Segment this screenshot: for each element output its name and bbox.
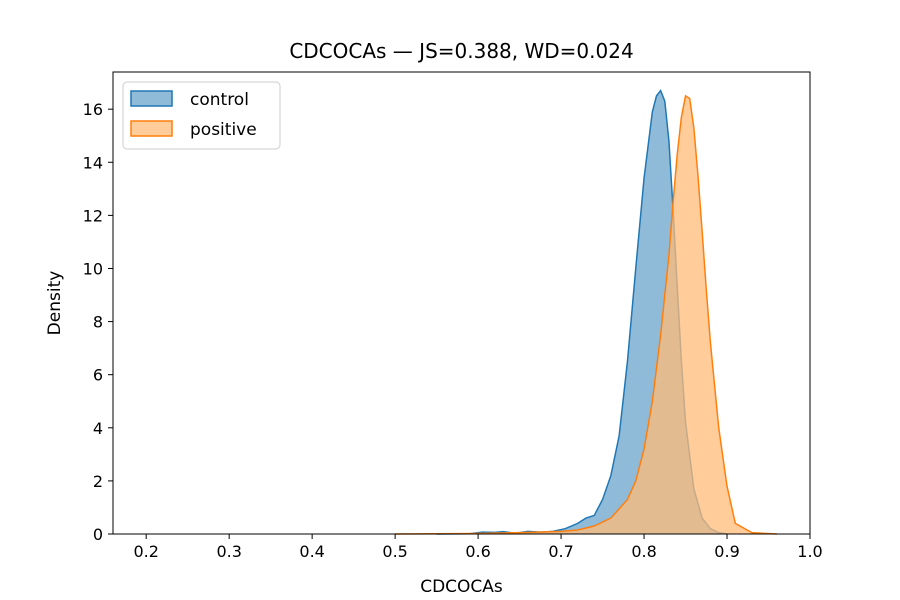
y-tick-label: 8 — [93, 313, 103, 332]
y-axis: 0 2 4 6 8 10 12 14 16 — [83, 100, 113, 544]
x-tick-label: 0.5 — [382, 542, 407, 561]
y-tick-label: 6 — [93, 366, 103, 385]
x-axis-label: CDCOCAs — [420, 577, 503, 597]
y-tick-label: 14 — [83, 153, 103, 172]
legend-swatch-positive — [130, 120, 173, 137]
plot-frame — [112, 71, 811, 535]
x-tick-label: 0.6 — [465, 542, 490, 561]
x-tick-label: 0.9 — [714, 542, 739, 561]
x-axis: 0.2 0.3 0.4 0.5 0.6 0.7 0.8 0.9 1.0 — [133, 534, 823, 561]
x-tick-label: 0.7 — [548, 542, 573, 561]
series-area-positive — [395, 95, 777, 535]
y-tick-label: 12 — [83, 206, 103, 225]
x-tick-label: 0.2 — [133, 542, 158, 561]
y-tick-label: 16 — [83, 100, 103, 119]
legend-swatch-control — [130, 90, 173, 107]
y-tick-label: 0 — [93, 525, 103, 544]
series-layer — [395, 89, 777, 535]
y-tick-label: 4 — [93, 419, 103, 438]
y-tick-label: 2 — [93, 472, 103, 491]
legend: control positive — [122, 81, 281, 150]
series-line-positive — [395, 94, 777, 535]
y-tick-label: 10 — [83, 259, 103, 278]
x-tick-label: 0.4 — [299, 542, 324, 561]
x-tick-label: 0.3 — [216, 542, 241, 561]
x-tick-label: 0.8 — [631, 542, 656, 561]
x-tick-label: 1.0 — [797, 542, 822, 561]
legend-label-control: control — [190, 90, 249, 110]
chart-title: CDCOCAs — JS=0.388, WD=0.024 — [289, 39, 633, 63]
legend-label-positive: positive — [190, 120, 257, 140]
y-axis-label: Density — [45, 271, 65, 336]
